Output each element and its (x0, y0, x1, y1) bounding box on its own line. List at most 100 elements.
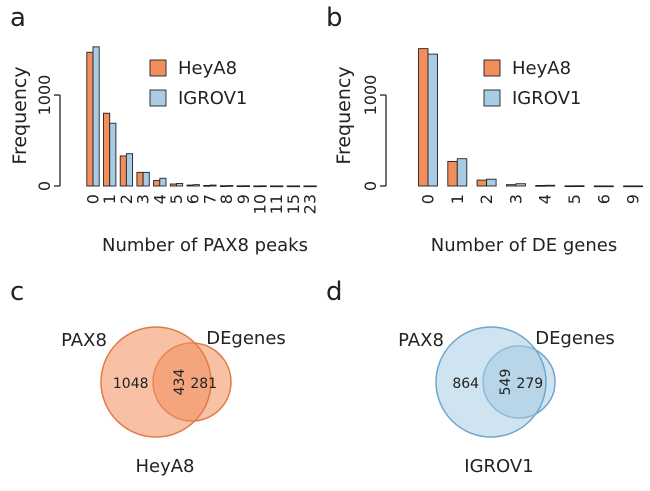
x-tick-label: 9 (234, 194, 253, 204)
x-tick-label: 15 (284, 194, 303, 214)
venn-set-label-pax8: PAX8 (398, 330, 444, 351)
bar-heya8-10 (253, 185, 261, 188)
legend-label-igrov1: IGROV1 (178, 88, 247, 109)
venn-title: IGROV1 (464, 456, 533, 477)
bar-igrov1-6 (192, 184, 200, 187)
legend-label-heya8: HeyA8 (512, 58, 571, 79)
x-tick-label: 2 (477, 194, 496, 204)
legend-swatch-igrov1 (483, 89, 501, 107)
venn-count-overlap: 434 (172, 369, 188, 396)
x-tick-label: 5 (167, 194, 186, 204)
x-tick-label: 5 (565, 194, 584, 204)
x-tick-label: 10 (251, 194, 270, 214)
bar-heya8-23 (303, 185, 311, 188)
venn-circle-pax8 (100, 326, 212, 438)
legend-swatch-heya8 (149, 59, 167, 77)
bar-igrov1-10 (259, 185, 267, 188)
x-tick-label: 8 (217, 194, 236, 204)
venn-count-overlap: 549 (498, 369, 514, 396)
bar-igrov1-4 (159, 177, 167, 187)
panel-letter-d: d (326, 277, 343, 307)
bar-heya8-3 (136, 171, 144, 187)
bar-igrov1-23 (309, 185, 317, 188)
x-axis-title: Number of PAX8 peaks (102, 235, 308, 256)
bar-igrov1-11 (276, 185, 284, 188)
x-tick-label: 0 (419, 194, 438, 204)
bar-igrov1-9 (242, 185, 250, 187)
venn-heya8: 1048 434 281 PAX8 DEgenes HeyA8 (61, 326, 286, 477)
bar-igrov1-1 (456, 158, 468, 187)
venn-set-label-degenes: DEgenes (206, 328, 286, 349)
legend-swatch-heya8 (483, 59, 501, 77)
bar-heya8-3 (505, 184, 517, 187)
venn-count-pax8-only: 1048 (113, 376, 149, 392)
bar-heya8-2 (119, 155, 127, 187)
x-tick-label: 4 (150, 194, 169, 204)
x-tick-label: 6 (594, 194, 613, 204)
x-tick-label: 23 (301, 194, 320, 214)
x-axis-title: Number of DE genes (431, 235, 617, 256)
bar-heya8-11 (270, 185, 278, 188)
legend-swatch-igrov1 (149, 89, 167, 107)
x-tick-label: 7 (200, 194, 219, 204)
venn-count-degenes-only: 279 (516, 376, 543, 392)
bar-igrov1-6 (603, 185, 614, 188)
bar-heya8-5 (564, 185, 575, 188)
x-tick-label: 0 (84, 194, 103, 204)
bar-heya8-1 (447, 160, 458, 187)
legend-label-igrov1: IGROV1 (512, 88, 581, 109)
bar-heya8-8 (219, 185, 228, 187)
panel-letter-a: a (10, 3, 26, 33)
bar-igrov1-7 (209, 184, 217, 187)
bar-igrov1-3 (515, 183, 526, 187)
bar-heya8-9 (236, 185, 244, 188)
x-tick-label: 11 (267, 194, 286, 214)
y-tick-label: 1000 (35, 75, 54, 116)
x-tick-label: 1 (448, 194, 467, 204)
bar-igrov1-4 (544, 184, 556, 187)
bar-heya8-2 (476, 179, 488, 187)
bar-heya8-6 (593, 185, 605, 188)
bar-heya8-15 (286, 185, 294, 188)
x-tick-label: 9 (624, 194, 643, 204)
y-tick-label: 0 (35, 181, 54, 191)
venn-circle-pax8 (435, 326, 547, 438)
panel-letter-c: c (10, 277, 24, 307)
bar-heya8-1 (103, 112, 111, 187)
bar-heya8-4 (535, 185, 546, 187)
panel-letter-b: b (326, 3, 343, 33)
bar-heya8-0 (418, 48, 429, 187)
bar-igrov1-0 (92, 46, 100, 187)
y-tick-label: 0 (361, 181, 380, 191)
bar-heya8-4 (153, 180, 161, 187)
bar-heya8-7 (203, 185, 211, 187)
bar-igrov1-2 (125, 153, 134, 187)
bar-igrov1-0 (427, 53, 438, 187)
y-tick-label: 1000 (361, 75, 380, 116)
bar-igrov1-5 (574, 185, 585, 187)
bar-igrov1-1 (109, 122, 117, 187)
venn-count-pax8-only: 864 (452, 376, 479, 392)
x-tick-label: 3 (506, 194, 525, 204)
venn-set-label-pax8: PAX8 (61, 330, 107, 351)
bar-igrov1-2 (486, 178, 497, 187)
venn-igrov1: 864 549 279 PAX8 DEgenes IGROV1 (398, 326, 615, 477)
venn-count-degenes-only: 281 (190, 376, 217, 392)
x-tick-label: 4 (536, 194, 555, 204)
bar-igrov1-9 (632, 185, 644, 188)
x-tick-label: 1 (100, 194, 119, 204)
y-axis-title: Frequency (333, 66, 355, 164)
bar-heya8-6 (186, 184, 194, 187)
bar-igrov1-8 (226, 185, 234, 187)
bar-igrov1-5 (176, 183, 184, 187)
venn-set-label-degenes: DEgenes (535, 328, 615, 349)
y-axis-title: Frequency (9, 66, 31, 164)
bar-heya8-0 (86, 51, 94, 187)
x-tick-label: 2 (117, 194, 136, 204)
x-tick-label: 3 (134, 194, 153, 204)
bar-igrov1-15 (292, 185, 301, 188)
bar-igrov1-3 (142, 171, 150, 187)
